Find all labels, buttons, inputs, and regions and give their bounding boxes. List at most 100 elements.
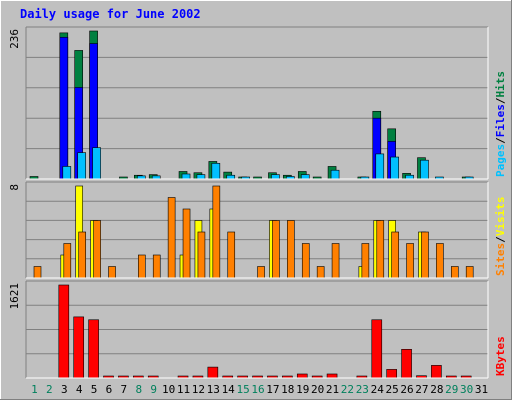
bar-top-pages-day-25	[390, 156, 399, 180]
bar-bottom-kbytes-day-28	[431, 365, 442, 379]
legend-entry: Hits	[494, 71, 507, 98]
chart-panels: 236Pages/Files/Hits8Sites/Visits1621KByt…	[8, 26, 507, 379]
bar-bottom-kbytes-day-26	[401, 349, 412, 379]
legend-entry: Pages	[494, 144, 507, 177]
panel-middle-ymax-label: 8	[8, 184, 21, 191]
x-tick-label-day-8: 8	[135, 383, 142, 396]
bar-top-pages-day-3	[62, 166, 72, 180]
bar-top-files-day-3	[59, 36, 69, 180]
x-tick-label-day-15: 15	[236, 383, 249, 396]
legend-entry: /	[494, 236, 507, 243]
x-tick-label-day-17: 17	[266, 383, 279, 396]
bar-top-pages-day-14	[226, 174, 236, 180]
x-tick-label-day-5: 5	[91, 383, 98, 396]
bar-bottom-kbytes-day-4	[73, 316, 85, 379]
panel-middle: 8 Sites/Visits	[8, 181, 507, 279]
bar-bottom-kbytes-day-24	[371, 319, 383, 379]
x-tick-label-day-26: 26	[400, 383, 413, 396]
bar-middle-sites-day-11	[182, 208, 191, 279]
bar-top-pages-day-11	[181, 173, 191, 180]
panel-bottom-ymax-label: 1621	[8, 283, 21, 310]
x-tick-label-day-9: 9	[150, 383, 157, 396]
bar-middle-sites-day-30	[465, 266, 474, 279]
x-tick-label-day-31: 31	[475, 383, 488, 396]
x-tick-label-day-3: 3	[61, 383, 68, 396]
bar-middle-sites-day-1	[33, 266, 42, 279]
x-tick-label-day-24: 24	[371, 383, 385, 396]
bar-middle-sites-day-21	[331, 243, 340, 279]
x-tick-label-day-25: 25	[386, 383, 399, 396]
x-tick-label-day-11: 11	[177, 383, 190, 396]
bar-top-pages-day-27	[420, 159, 429, 180]
x-tick-label-day-20: 20	[311, 383, 324, 396]
x-tick-label-day-10: 10	[162, 383, 175, 396]
bar-top-pages-day-24	[375, 153, 385, 180]
bar-middle-sites-day-18	[287, 220, 295, 279]
bar-middle-sites-day-8	[138, 254, 146, 279]
bar-middle-sites-day-10	[167, 197, 176, 279]
x-axis-labels: 1 2 3 4 5 6 7 8 9 10 11 12 13 14 15 16 17 18 19 20 21 22 23 24 2…	[31, 383, 488, 396]
x-tick-label-day-16: 16	[251, 383, 264, 396]
x-tick-label-day-22: 22	[341, 383, 354, 396]
bar-top-pages-day-21	[330, 169, 340, 180]
bar-middle-sites-day-9	[152, 254, 161, 279]
x-tick-label-day-4: 4	[76, 383, 83, 396]
bar-middle-sites-day-17	[272, 220, 280, 279]
bar-top-pages-day-19	[300, 174, 310, 180]
bar-middle-sites-day-12	[197, 231, 206, 279]
bar-middle-sites-day-4	[78, 231, 87, 279]
x-tick-label-day-12: 12	[192, 383, 205, 396]
panel-top-ymax-label: 236	[8, 29, 21, 49]
x-tick-label-day-27: 27	[415, 383, 428, 396]
bar-middle-sites-day-26	[406, 243, 414, 279]
bar-top-pages-day-4	[77, 152, 87, 180]
bar-middle-sites-day-29	[450, 266, 459, 279]
x-tick-label-day-14: 14	[222, 383, 236, 396]
bar-middle-sites-day-3	[63, 243, 72, 279]
bar-middle-sites-day-27	[421, 231, 429, 279]
bar-middle-sites-day-23	[361, 243, 370, 279]
bar-bottom-kbytes-day-5	[88, 319, 99, 379]
bar-bottom-kbytes-day-19	[296, 373, 308, 379]
x-tick-label-day-1: 1	[31, 383, 38, 396]
bar-bottom-kbytes-day-21	[326, 373, 338, 379]
bar-top-pages-day-26	[405, 174, 414, 180]
bar-middle-sites-day-19	[301, 243, 310, 279]
x-tick-label-day-30: 30	[460, 383, 473, 396]
legend-entry: Visits	[494, 197, 507, 237]
x-tick-label-day-21: 21	[326, 383, 339, 396]
bar-middle-sites-day-24	[376, 220, 385, 279]
bar-middle-sites-day-16	[257, 266, 265, 279]
panel-middle-legend: Sites/Visits	[494, 197, 507, 277]
bar-bottom-kbytes-day-25	[386, 369, 397, 379]
bar-middle-sites-day-13	[212, 185, 221, 279]
x-tick-label-day-13: 13	[207, 383, 220, 396]
bar-top-pages-day-13	[211, 163, 221, 180]
legend-entry: Sites	[494, 243, 507, 276]
x-tick-label-day-6: 6	[106, 383, 113, 396]
legend-entry: Files	[494, 104, 507, 137]
x-tick-label-day-19: 19	[296, 383, 309, 396]
legend-entry: /	[494, 97, 507, 104]
panel-top-legend: Pages/Files/Hits	[494, 71, 507, 177]
x-tick-label-day-28: 28	[430, 383, 443, 396]
bar-bottom-kbytes-day-13	[207, 366, 219, 379]
panel-bottom: 1621 KBytes	[8, 280, 507, 379]
legend-entry: KBytes	[494, 336, 507, 376]
bar-middle-sites-day-25	[391, 231, 399, 279]
bar-middle-sites-day-5	[93, 220, 101, 279]
bar-middle-sites-day-20	[316, 266, 325, 279]
bar-middle-sites-day-14	[227, 231, 236, 279]
panel-bottom-legend: KBytes	[494, 336, 507, 376]
x-tick-label-day-18: 18	[281, 383, 294, 396]
bar-top-pages-day-12	[196, 174, 206, 180]
chart-title: Daily usage for June 2002	[20, 7, 201, 21]
legend-entry: /	[494, 137, 507, 144]
x-tick-label-day-2: 2	[46, 383, 53, 396]
panel-top-area	[26, 27, 488, 179]
x-tick-label-day-29: 29	[445, 383, 458, 396]
bar-bottom-kbytes-day-3	[58, 284, 70, 379]
